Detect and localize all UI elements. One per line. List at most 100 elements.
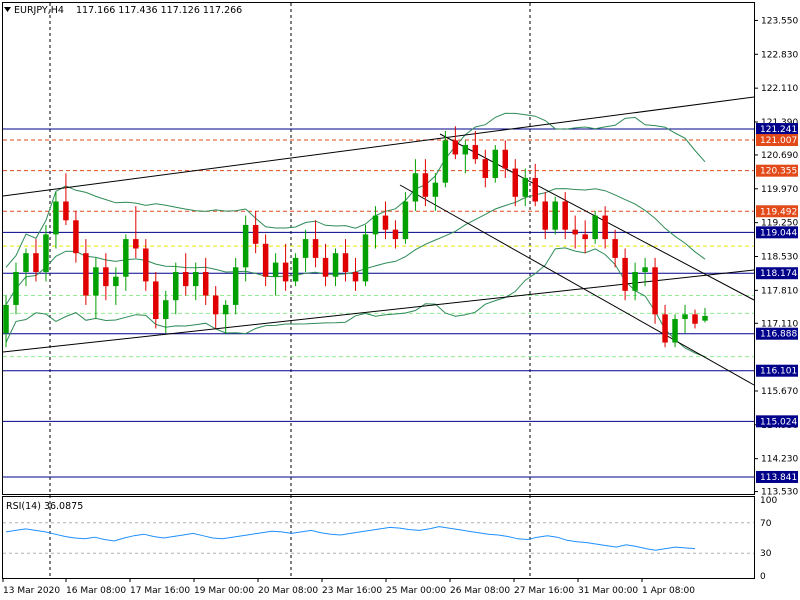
- candle-body: [442, 140, 449, 183]
- candle-body: [173, 272, 179, 301]
- triangle-down-icon[interactable]: [4, 7, 11, 12]
- candle-body: [202, 272, 209, 296]
- candle-body: [372, 215, 379, 235]
- time-tick-label: 31 Mar 00:00: [578, 586, 638, 596]
- candle-body: [492, 149, 499, 178]
- time-tick-label: 23 Mar 16:00: [322, 586, 382, 596]
- candle-body: [163, 300, 169, 320]
- rsi-scale-label: 0: [760, 572, 766, 582]
- price-tick-label: 114.230: [761, 455, 798, 465]
- candle-body: [632, 272, 638, 291]
- candle-body: [3, 304, 9, 334]
- price-tick-label: 122.110: [761, 84, 798, 94]
- candle-body: [682, 314, 688, 320]
- rsi-indicator: 100 70 30 0: [3, 496, 777, 582]
- time-tick-label: 27 Mar 16:00: [514, 586, 574, 596]
- candle-body: [292, 257, 299, 282]
- time-tick-label: 19 Mar 00:00: [194, 586, 254, 596]
- candle-body: [462, 145, 469, 155]
- candle-body: [33, 253, 39, 273]
- candle-body: [472, 145, 479, 160]
- candle-body: [53, 201, 59, 235]
- time-tick-label: 13 Mar 2020: [3, 586, 60, 596]
- candle-body: [192, 272, 199, 287]
- rsi-scale-label: 100: [760, 496, 777, 506]
- candle-body: [562, 201, 568, 230]
- trend-line: [399, 184, 755, 386]
- trend-line: [2, 96, 755, 197]
- candle-body: [692, 314, 698, 324]
- candle-body: [532, 177, 538, 202]
- candle-body: [43, 234, 49, 273]
- candle-body: [512, 168, 519, 197]
- price-tick-label: 121.390: [761, 118, 798, 128]
- candle-body: [212, 295, 219, 315]
- candle-body: [582, 234, 588, 240]
- candle-body: [83, 253, 89, 296]
- period-separators: [49, 3, 531, 578]
- price-pane-frame: [2, 2, 755, 495]
- time-tick-label: 25 Mar 00:00: [386, 586, 446, 596]
- level-tag-text: 121.241: [760, 125, 797, 135]
- level-tag: [756, 205, 798, 218]
- candle-body: [113, 276, 119, 287]
- candle-body: [302, 239, 309, 258]
- candle-body: [133, 239, 139, 249]
- level-tag-text: 116.888: [760, 330, 797, 340]
- candle-body: [382, 215, 389, 230]
- candle-body: [502, 149, 509, 169]
- candle-body: [592, 215, 598, 240]
- level-tag-text: 113.841: [760, 473, 797, 483]
- level-tag: [756, 364, 798, 377]
- price-tick-label: 118.530: [761, 252, 798, 262]
- symbol-label: EURJPY,H4: [14, 5, 64, 16]
- time-tick-label: 26 Mar 08:00: [450, 586, 510, 596]
- candle-body: [662, 314, 668, 343]
- band-upper: [5, 112, 706, 268]
- rsi-label: RSI(14) 36.0875: [6, 501, 83, 512]
- candlesticks: [3, 126, 708, 348]
- candle-body: [452, 140, 459, 155]
- level-tag: [756, 415, 798, 428]
- candle-body: [312, 239, 319, 258]
- level-tag: [756, 134, 798, 147]
- candle-body: [103, 267, 109, 287]
- candle-body: [612, 239, 618, 258]
- level-tag: [756, 470, 798, 483]
- price-tick-label: 117.110: [761, 319, 798, 329]
- candle-body: [572, 229, 578, 235]
- candle-body: [362, 234, 369, 282]
- price-tick-label: 113.530: [761, 488, 798, 498]
- price-tick-label: 115.670: [761, 387, 798, 397]
- candle-body: [602, 215, 608, 240]
- time-tick-label: 17 Mar 16:00: [130, 586, 190, 596]
- candle-body: [552, 201, 558, 230]
- rsi-line: [5, 526, 696, 551]
- level-tag-text: 118.174: [760, 269, 797, 279]
- candle-body: [322, 257, 329, 277]
- candle-body: [622, 257, 628, 291]
- level-tag-text: 119.492: [760, 207, 797, 217]
- candle-body: [262, 243, 269, 277]
- candle-body: [402, 201, 409, 240]
- candle-body: [242, 224, 249, 268]
- candle-body: [252, 224, 259, 244]
- candle-body: [143, 248, 149, 282]
- level-tag: [756, 267, 798, 280]
- level-tag-text: 119.044: [760, 228, 797, 238]
- candle-body: [63, 201, 69, 221]
- candle-body: [73, 220, 79, 254]
- price-tick-label: 122.830: [761, 50, 798, 60]
- candle-body: [482, 159, 489, 178]
- candle-body: [272, 262, 279, 277]
- level-tag: [756, 226, 798, 239]
- candle-body: [642, 267, 648, 273]
- rsi-scale-label: 30: [760, 549, 772, 559]
- time-axis: 13 Mar 2020 16 Mar 08:00 17 Mar 16:00 19 Ma…: [2, 578, 695, 596]
- price-tick-label: 123.550: [761, 16, 798, 26]
- candle-body: [222, 304, 229, 315]
- candle-body: [542, 201, 548, 230]
